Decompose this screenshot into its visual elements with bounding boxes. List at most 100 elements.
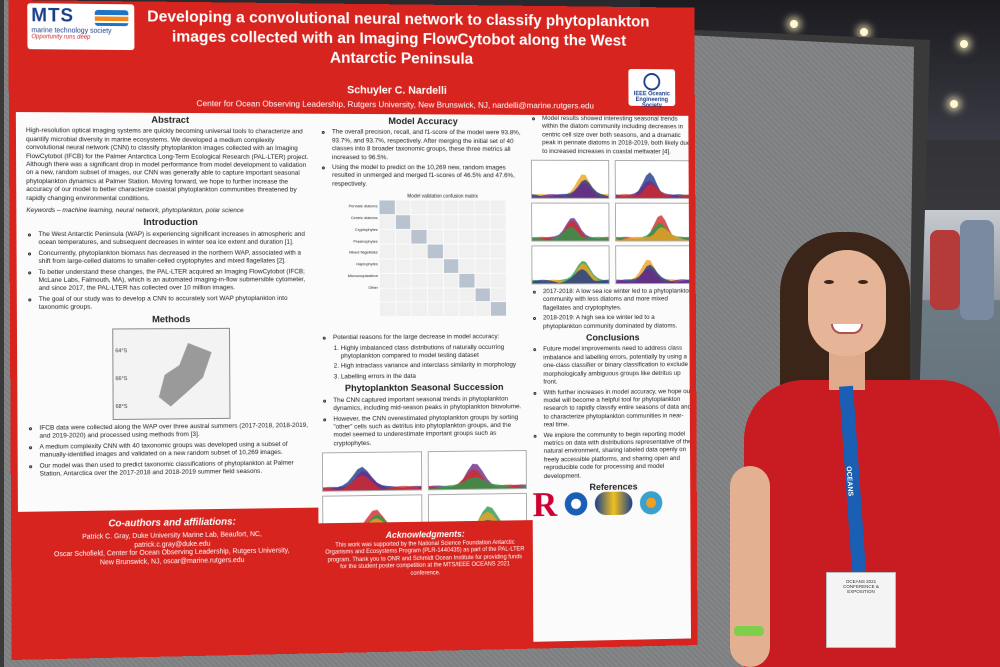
mts-logo-tagline: Opportunity runs deep: [31, 34, 130, 41]
presenter-neck: [829, 350, 865, 390]
matrix-cell: [396, 303, 411, 317]
matrix-cell: [491, 215, 506, 229]
results-item: 2017-2018: A low sea ice winter led to a…: [543, 288, 693, 313]
matrix-cell: [491, 259, 506, 273]
ocean-institute-logo-icon: [640, 491, 663, 515]
diatom-plot: [615, 245, 693, 284]
matrix-cell: [443, 201, 458, 215]
lter-logo-icon: [595, 491, 633, 515]
presenter-woman: OCEANS OCEANS 2021 CONFERENCE & EXPOSITI…: [730, 226, 1000, 667]
matrix-cell: [412, 274, 427, 288]
abstract-text: High-resolution optical imaging systems …: [26, 127, 313, 203]
diatom-timeseries-grid: [531, 160, 693, 285]
matrix-cell: [412, 244, 427, 258]
matrix-cell: [491, 302, 506, 316]
matrix-cell: [444, 303, 459, 317]
matrix-cell: [459, 259, 474, 273]
reason-item: Labelling errors in the data: [341, 372, 526, 382]
reason-item: Highly imbalanced class distributions of…: [341, 344, 527, 362]
lanyard-text: OCEANS: [845, 466, 854, 496]
diatom-plot: [615, 160, 693, 199]
diatom-plot: [531, 203, 609, 242]
confusion-matrix-grid: [379, 201, 506, 317]
results-season-list: 2017-2018: A low sea ice winter led to a…: [532, 288, 694, 331]
methods-list: IFCB data were collected along the WAP o…: [27, 422, 314, 479]
ceiling-light: [960, 40, 968, 48]
timeseries-area: [429, 477, 526, 490]
matrix-cell: [443, 230, 458, 244]
oes-ring-icon: [643, 73, 660, 91]
matrix-cell: [380, 244, 395, 258]
matrix-cell: [475, 215, 490, 229]
reasons-numbered-list: Highly imbalanced class distributions of…: [321, 344, 526, 382]
matrix-cell: [491, 244, 506, 258]
diatom-plot: [531, 245, 609, 284]
matrix-cell: [428, 259, 443, 273]
matrix-cell: [475, 273, 490, 287]
matrix-cell: [459, 244, 474, 258]
matrix-cell: [411, 215, 426, 229]
model-accuracy-heading: Model Accuracy: [320, 118, 525, 127]
map-landmass: [153, 343, 212, 407]
matrix-cell: [396, 230, 411, 244]
matrix-cell: [396, 244, 411, 258]
methods-item: A medium complexity CNN with 40 taxonomi…: [39, 440, 314, 460]
mts-wave-icon: [95, 10, 129, 26]
abstract-heading: Abstract: [26, 116, 313, 126]
matrix-cell: [380, 259, 395, 273]
matrix-cell: [444, 288, 459, 302]
timeseries-area: [532, 269, 608, 283]
results-list: Model results showed interesting seasona…: [531, 115, 693, 157]
matrix-cell: [491, 273, 506, 287]
matrix-cell: [380, 215, 395, 229]
matrix-cell: [475, 288, 490, 302]
poster-column-left: Abstract High-resolution optical imaging…: [26, 112, 315, 481]
presenter-arm: [730, 466, 770, 667]
confusion-matrix-row-labels: Pennate diatoms Centric diatoms Cryptoph…: [337, 201, 378, 294]
acknowledgments-section: Acknowledgments: This work was supported…: [324, 530, 525, 580]
introduction-list: The West Antarctic Peninsula (WAP) is ex…: [26, 231, 313, 313]
matrix-row-label: Microzooplankton: [337, 270, 378, 282]
sponsor-logos: R: [532, 477, 694, 530]
intro-item: The goal of our study was to develop a C…: [39, 295, 314, 313]
keywords: Keywords – machine learning, neural netw…: [26, 207, 313, 216]
matrix-cell: [428, 303, 443, 317]
matrix-cell: [475, 302, 490, 316]
matrix-cell: [380, 303, 395, 317]
timeseries-plot: [428, 450, 527, 490]
matrix-cell: [427, 230, 442, 244]
matrix-cell: [395, 201, 410, 215]
matrix-row-label: Haptophytes: [337, 259, 378, 271]
matrix-cell: [443, 244, 458, 258]
accuracy-item: Using the model to predict on the 10,269…: [332, 164, 525, 189]
map-lat-label: 64°S: [115, 347, 127, 355]
matrix-cell: [427, 215, 442, 229]
conclusions-heading: Conclusions: [532, 334, 693, 343]
poster-title: Developing a convolutional neural networ…: [144, 7, 653, 71]
matrix-cell: [412, 259, 427, 273]
ceiling-light: [950, 100, 958, 108]
diatom-plot: [531, 160, 609, 199]
antarctic-peninsula-map: 64°S 66°S 68°S: [112, 328, 230, 420]
matrix-cell: [380, 288, 395, 302]
conference-badge: OCEANS 2021 CONFERENCE & EXPOSITION: [826, 572, 896, 648]
ieee-oes-logo: IEEE Oceanic Engineering Society: [628, 69, 675, 106]
matrix-cell: [475, 244, 490, 258]
timeseries-plot: [322, 451, 422, 492]
matrix-cell: [460, 303, 475, 317]
matrix-row-label: Mixed flagellates: [337, 247, 378, 259]
accuracy-reasons-list: Potential reasons for the large decrease…: [321, 333, 526, 342]
matrix-cell: [444, 274, 459, 288]
oes-logo-text: IEEE Oceanic Engineering Society: [634, 91, 670, 109]
matrix-cell: [379, 201, 394, 215]
matrix-cell: [491, 288, 506, 302]
research-poster: MTS marine technology society Opportunit…: [8, 0, 697, 660]
matrix-row-label: Cryptophytes: [337, 224, 378, 236]
nsf-logo-icon: [565, 492, 588, 516]
matrix-cell: [443, 215, 458, 229]
poster-author: Schuyler C. Nardelli: [252, 84, 540, 98]
intro-item: The West Antarctic Peninsula (WAP) is ex…: [38, 231, 313, 248]
conclusion-item: With further increases in model accuracy…: [543, 388, 693, 430]
matrix-cell: [427, 244, 442, 258]
